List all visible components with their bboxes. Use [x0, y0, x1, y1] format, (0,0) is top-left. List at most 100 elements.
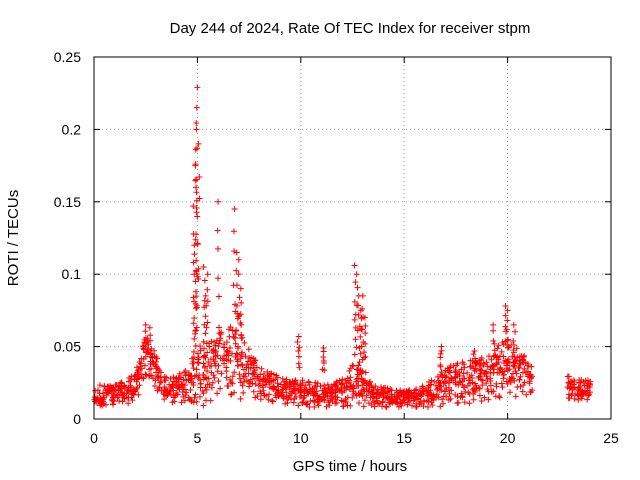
data-point	[191, 251, 198, 258]
data-point	[190, 379, 197, 386]
data-point	[192, 146, 199, 153]
data-point	[249, 380, 256, 387]
data-point	[145, 346, 152, 353]
x-tick-label: 5	[194, 430, 202, 446]
data-point	[325, 384, 332, 391]
data-point	[215, 324, 222, 331]
data-point	[231, 389, 238, 396]
chart-title: Day 244 of 2024, Rate Of TEC Index for r…	[170, 20, 531, 37]
data-point	[195, 140, 202, 147]
data-point	[504, 342, 511, 349]
data-point	[516, 376, 523, 383]
y-tick-label: 0.2	[62, 121, 82, 137]
data-point	[365, 400, 372, 407]
data-point	[346, 379, 353, 386]
data-point	[228, 390, 235, 397]
data-point	[519, 388, 526, 395]
data-point	[97, 402, 104, 409]
data-point	[506, 376, 513, 383]
data-point	[204, 286, 211, 293]
data-point	[160, 389, 167, 396]
data-point	[256, 377, 263, 384]
data-point	[204, 367, 211, 374]
data-point	[205, 359, 212, 366]
data-point	[301, 393, 308, 400]
data-point	[441, 388, 448, 395]
data-point	[231, 248, 238, 255]
data-point	[279, 375, 286, 382]
data-point	[237, 311, 244, 318]
data-point	[202, 354, 209, 361]
data-point	[237, 320, 244, 327]
data-point	[324, 381, 331, 388]
y-tick-label: 0	[73, 411, 81, 427]
data-point	[238, 335, 245, 342]
data-point	[207, 397, 214, 404]
data-point	[361, 314, 368, 321]
data-point	[355, 362, 362, 369]
data-point	[231, 206, 238, 213]
data-point	[154, 355, 161, 362]
data-point	[358, 370, 365, 377]
data-point	[292, 385, 299, 392]
data-point	[269, 397, 276, 404]
data-point	[347, 365, 354, 372]
data-point	[167, 391, 174, 398]
data-point	[355, 302, 362, 309]
data-point	[169, 381, 176, 388]
data-point	[157, 369, 164, 376]
data-point	[444, 365, 451, 372]
data-point	[133, 364, 140, 371]
data-point	[147, 337, 154, 344]
data-point	[314, 380, 321, 387]
data-point	[262, 381, 269, 388]
data-point	[134, 384, 141, 391]
data-point	[200, 402, 207, 409]
data-point	[151, 347, 158, 354]
data-point	[487, 377, 494, 384]
data-point	[320, 396, 327, 403]
data-point	[235, 271, 242, 278]
data-point	[395, 403, 402, 410]
data-point	[272, 386, 279, 393]
data-point	[455, 381, 462, 388]
data-point	[217, 331, 224, 338]
data-point	[190, 358, 197, 365]
x-tick-label: 25	[603, 430, 619, 446]
data-point	[223, 374, 230, 381]
data-point	[574, 386, 581, 393]
data-point	[208, 384, 215, 391]
data-point	[193, 204, 200, 211]
data-point	[215, 275, 222, 282]
y-tick-label: 0.15	[54, 194, 81, 210]
data-point	[510, 338, 517, 345]
data-point	[194, 359, 201, 366]
data-point	[393, 387, 400, 394]
x-tick-label: 10	[293, 430, 309, 446]
data-point	[183, 389, 190, 396]
data-point	[354, 327, 361, 334]
data-point	[193, 398, 200, 405]
x-tick-label: 20	[500, 430, 516, 446]
data-point	[359, 292, 366, 299]
data-point	[483, 359, 490, 366]
data-point	[443, 373, 450, 380]
data-point	[499, 384, 506, 391]
data-point	[214, 245, 221, 252]
data-point	[250, 388, 257, 395]
data-point	[299, 377, 306, 384]
data-point	[190, 399, 197, 406]
data-point	[340, 403, 347, 410]
data-point	[431, 378, 438, 385]
data-point	[351, 262, 358, 269]
data-point	[359, 376, 366, 383]
data-point	[437, 403, 444, 410]
data-point	[310, 397, 317, 404]
data-point	[517, 383, 524, 390]
data-point	[298, 384, 305, 391]
data-point	[194, 241, 201, 248]
data-point	[338, 384, 345, 391]
data-point	[353, 271, 360, 278]
data-point	[513, 370, 520, 377]
